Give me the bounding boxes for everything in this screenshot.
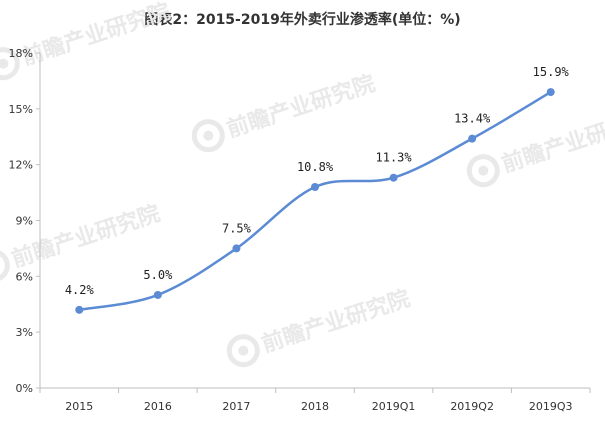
y-tick-label: 12% (9, 159, 33, 172)
data-point (153, 290, 162, 299)
chart-title: 图表2：2015-2019年外卖行业渗透率(单位：%) (144, 12, 461, 28)
x-tick-label: 2019Q1 (372, 400, 416, 413)
logo-ring (226, 334, 260, 368)
data-label: 7.5% (222, 221, 252, 235)
qianzhan-logo-icon (466, 154, 500, 188)
qianzhan-logo-icon (0, 47, 20, 81)
x-tick-label: 2019Q2 (450, 400, 494, 413)
data-point (75, 305, 84, 314)
series-line-group (75, 88, 555, 314)
data-label: 15.9% (533, 65, 570, 79)
watermark-text: 前瞻产业研究院 (19, 0, 174, 71)
data-label: 10.8% (297, 160, 334, 174)
data-label-group: 4.2% 5.0% 7.5% 10.8% 11.3% 13.4% 15.9% (65, 65, 570, 297)
qianzhan-logo-icon (0, 249, 10, 283)
data-point (232, 244, 241, 253)
logo-ring (0, 249, 10, 283)
y-tick-label: 15% (9, 103, 33, 116)
logo-dot (238, 345, 249, 356)
data-label: 11.3% (376, 151, 413, 165)
watermark-text: 前瞻产业研究院 (224, 70, 379, 142)
data-point (468, 134, 477, 143)
qianzhan-logo-icon (191, 119, 225, 153)
x-tick-label: 2017 (222, 400, 250, 413)
data-label: 4.2% (65, 283, 95, 297)
y-tick-label: 9% (16, 215, 33, 228)
y-tick-label: 18% (9, 47, 33, 60)
x-tick-label: 2018 (301, 400, 329, 413)
logo-dot (203, 130, 214, 141)
data-label: 13.4% (454, 112, 491, 126)
watermark-text: 前瞻产业研究院 (499, 105, 605, 177)
data-point (311, 183, 319, 191)
logo-ring (466, 154, 500, 188)
logo-ring (191, 119, 225, 153)
axes: 0% 3% 6% 9% 12% 15% 18% 2015 2016 2017 2018 2019Q1 2… (9, 47, 591, 413)
x-tick-label: 2015 (65, 400, 93, 413)
watermark: 前瞻产业研究院 (191, 70, 379, 153)
data-point (389, 173, 398, 182)
data-label: 5.0% (143, 268, 173, 282)
watermark-text: 前瞻产业研究院 (259, 285, 414, 357)
x-tick-label: 2019Q3 (529, 400, 573, 413)
data-point (546, 88, 555, 97)
logo-dot (478, 165, 489, 176)
logo-ring (0, 47, 20, 81)
logo-dot (0, 58, 9, 69)
y-tick-label: 6% (16, 270, 33, 283)
x-tick-label: 2016 (144, 400, 172, 413)
qianzhan-logo-icon (226, 334, 260, 368)
watermark: 前瞻产业研究院 (0, 0, 173, 81)
watermark-text: 前瞻产业研究院 (9, 200, 164, 272)
watermark: 前瞻产业研究院 (226, 285, 414, 368)
y-tick-label: 3% (16, 326, 33, 339)
y-tick-label: 0% (16, 382, 33, 395)
